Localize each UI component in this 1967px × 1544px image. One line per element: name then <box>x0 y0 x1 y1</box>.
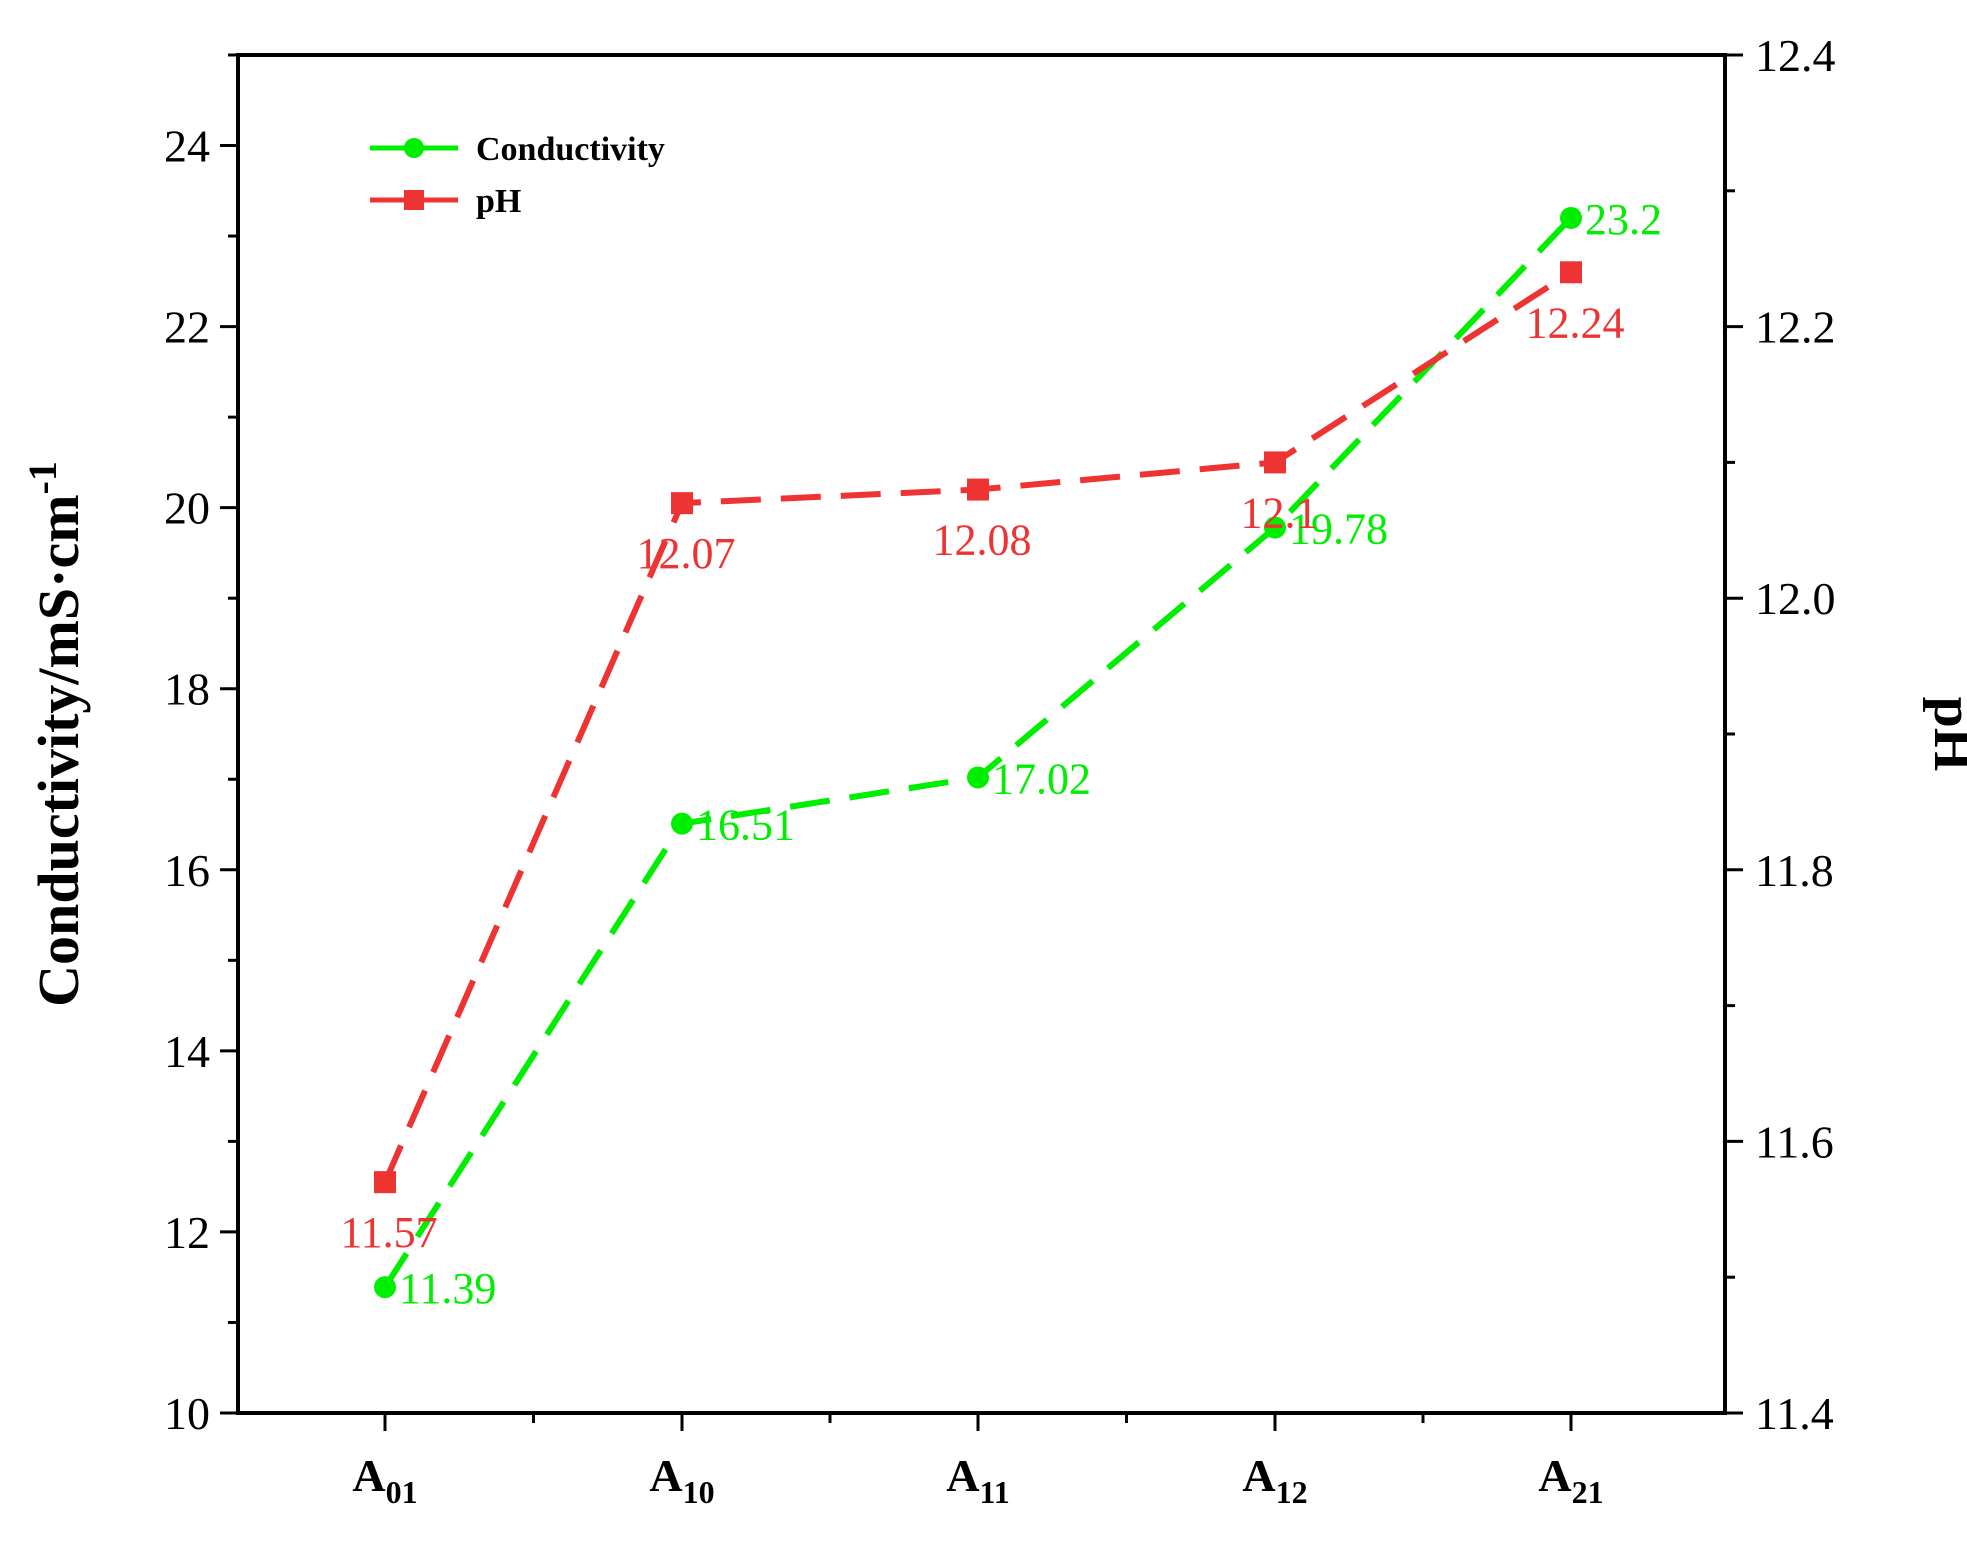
series-layer <box>374 206 1582 1299</box>
conductivity-point <box>374 1276 396 1299</box>
x-axis: A01 A10 A11 A12 A21 <box>352 1413 1604 1510</box>
x-tick-label: A10 <box>649 1450 714 1510</box>
ph-point <box>374 1171 396 1194</box>
x-tick-label: A12 <box>1242 1450 1307 1510</box>
left-tick-label: 24 <box>164 121 210 172</box>
conductivity-data-label: 11.39 <box>399 1264 496 1313</box>
legend-ph-marker <box>404 190 424 210</box>
conductivity-data-label: 17.02 <box>992 754 1091 803</box>
ph-line <box>382 269 1573 1184</box>
left-tick-label: 20 <box>164 483 210 534</box>
right-tick-label: 11.6 <box>1755 1116 1834 1167</box>
ph-data-label: 12.24 <box>1526 298 1625 347</box>
right-tick-label: 12.0 <box>1755 573 1836 624</box>
data-labels-layer: 11.39 16.51 17.02 19.78 23.2 11.57 12.07 12.08 1… <box>340 195 1662 1313</box>
conductivity-point <box>671 812 693 835</box>
left-tick-label: 22 <box>164 302 210 353</box>
left-axis-title-sup: -1 <box>20 461 65 494</box>
legend-conductivity-label: Conductivity <box>476 131 665 168</box>
left-tick-label: 16 <box>164 845 210 896</box>
left-tick-label: 12 <box>164 1207 210 1258</box>
conductivity-point <box>967 766 989 789</box>
ph-data-label: 11.57 <box>340 1208 437 1257</box>
conductivity-data-label: 19.78 <box>1289 505 1388 554</box>
x-tick-label: A11 <box>946 1450 1009 1510</box>
right-axis-title: pH <box>1922 697 1967 772</box>
conductivity-line <box>382 215 1574 1289</box>
conductivity-data-label: 16.51 <box>696 801 795 850</box>
ph-data-label: 12.08 <box>933 516 1032 565</box>
right-tick-label: 12.2 <box>1755 302 1836 353</box>
left-tick-label: 10 <box>164 1388 210 1439</box>
ph-point <box>1264 451 1286 474</box>
conductivity-point <box>1264 516 1286 539</box>
legend-conductivity-marker <box>404 138 424 158</box>
ph-point <box>967 478 989 501</box>
legend-ph-label: pH <box>476 183 521 220</box>
conductivity-point <box>1560 206 1582 229</box>
left-axis-title: Conductivity/mS·cm-1 <box>20 461 92 1007</box>
ph-point <box>1560 261 1582 284</box>
left-axis-title-text: Conductivity/mS·cm <box>26 494 91 1006</box>
right-tick-label: 11.4 <box>1755 1388 1834 1439</box>
right-tick-label: 11.8 <box>1755 845 1834 896</box>
ph-point <box>671 492 693 515</box>
left-tick-label: 14 <box>164 1026 210 1077</box>
right-y-axis: 11.4 11.6 11.8 12.0 12.2 12.4 <box>1725 30 1836 1439</box>
conductivity-data-label: 23.2 <box>1585 195 1662 244</box>
ph-data-label: 12.07 <box>637 529 736 578</box>
right-tick-label: 12.4 <box>1755 30 1836 81</box>
legend: Conductivity pH <box>370 131 665 220</box>
x-tick-label: A01 <box>352 1450 417 1510</box>
plot-frame <box>236 53 1727 1415</box>
left-tick-label: 18 <box>164 664 210 715</box>
ph-data-label: 12.1 <box>1241 488 1318 537</box>
x-tick-label: A21 <box>1538 1450 1603 1510</box>
left-y-axis: 10 12 14 16 18 20 22 24 <box>164 53 238 1439</box>
